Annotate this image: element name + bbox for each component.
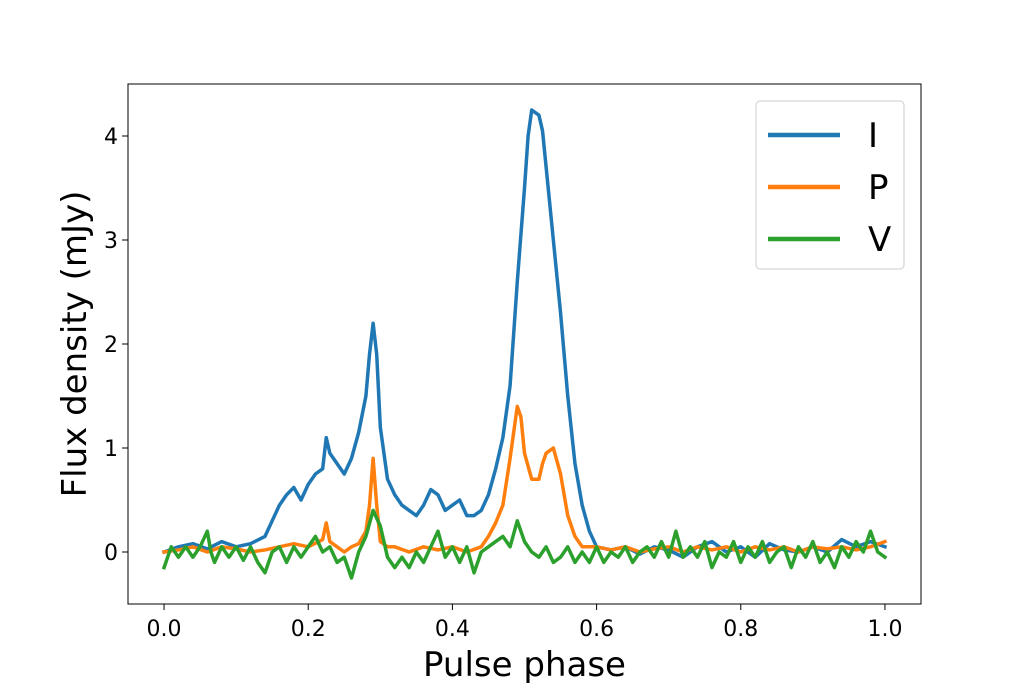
y-tick-label: 0 [104, 541, 118, 566]
x-tick-label: 0.8 [723, 617, 758, 642]
legend-label-i: I [868, 116, 878, 156]
y-tick-label: 3 [104, 229, 118, 254]
x-tick-label: 0.2 [291, 617, 326, 642]
series-line-p [162, 404, 888, 554]
legend-label-p: P [868, 168, 889, 208]
x-tick-label: 0.0 [147, 617, 182, 642]
x-tick-label: 0.4 [435, 617, 470, 642]
y-axis-label: Flux density (mJy) [55, 191, 95, 498]
x-tick-label: 1.0 [867, 617, 902, 642]
x-axis: 0.0 0.2 0.4 0.6 0.8 1.0 [147, 604, 902, 642]
legend: IPV [755, 100, 905, 270]
x-axis-label: Pulse phase [423, 645, 626, 685]
y-tick-label: 4 [104, 125, 118, 150]
x-tick-label: 0.6 [579, 617, 614, 642]
y-tick-label: 2 [104, 333, 118, 358]
series-line-v [161, 508, 888, 580]
legend-label-v: V [868, 220, 891, 260]
series-layer [161, 108, 888, 580]
y-tick-label: 1 [104, 437, 118, 462]
y-axis: 0 1 2 3 4 [104, 125, 128, 566]
